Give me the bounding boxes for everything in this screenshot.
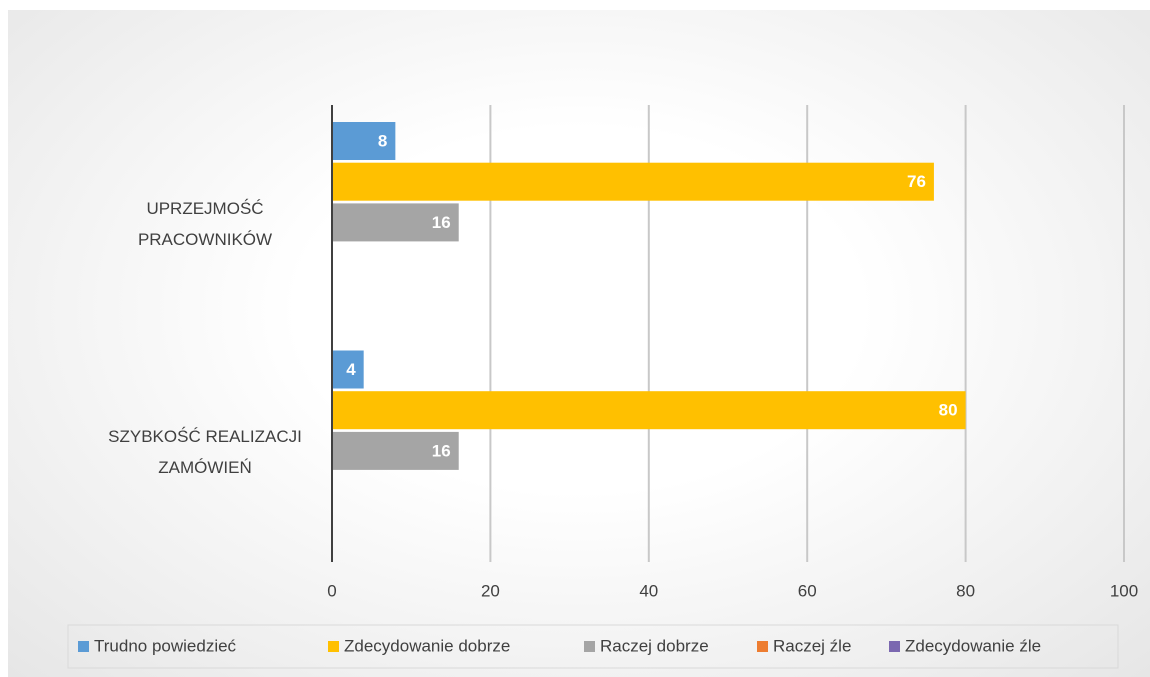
x-tick-label: 60 [798,581,817,600]
legend-swatch [584,641,595,652]
bar [332,431,459,470]
legend-label: Raczej dobrze [600,636,709,655]
x-tick-label: 40 [639,581,658,600]
data-label: 80 [939,401,958,420]
bar [332,391,966,430]
category-label: UPRZEJMOŚĆ PRACOWNIKÓW [137,198,273,249]
chart-background [8,10,1150,677]
data-label: 16 [432,213,451,232]
data-label: 76 [907,172,926,191]
data-label: 16 [432,441,451,460]
x-tick-label: 0 [327,581,336,600]
bar [332,203,459,242]
legend-label: Zdecydowanie dobrze [344,636,510,655]
x-tick-label: 80 [956,581,975,600]
legend-swatch [889,641,900,652]
legend-box [67,624,1119,669]
data-label: 4 [346,360,356,379]
category-label: SZYBKOŚĆ REALIZACJI ZAMÓWIEŃ [108,427,302,478]
data-label: 8 [378,131,387,150]
legend-label: Trudno powiedzieć [94,636,237,655]
x-tick-label: 20 [481,581,500,600]
legend-swatch [757,641,768,652]
bar [332,350,364,389]
legend-swatch [328,641,339,652]
legend-label: Zdecydowanie źle [905,636,1041,655]
bar [332,162,934,201]
legend-swatch [78,641,89,652]
bar [332,122,396,160]
legend-label: Raczej źle [773,636,851,655]
x-tick-label: 100 [1110,581,1138,600]
